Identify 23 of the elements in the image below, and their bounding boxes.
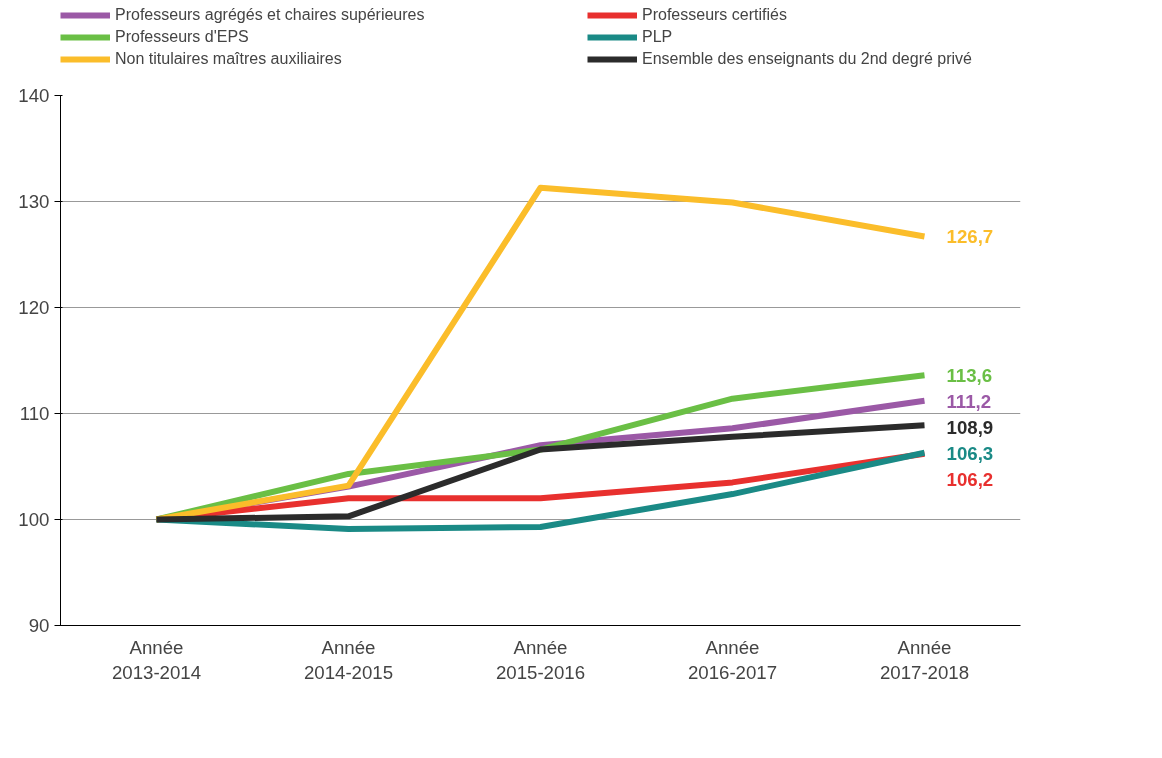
legend-label: Non titulaires maîtres auxiliaires: [115, 50, 343, 68]
y-tick-label: 90: [28, 615, 50, 636]
data-label: 108,9: [946, 416, 994, 438]
data-label: 106,2: [946, 468, 994, 490]
legend-label: Professeurs agrégés et chaires supérieures: [115, 6, 426, 24]
x-tick-label: Année 2015-2016: [495, 636, 586, 683]
data-label: 126,7: [946, 225, 994, 247]
data-label: 113,6: [946, 364, 993, 386]
y-tick-label: 130: [18, 191, 50, 212]
x-tick-label: Année 2013-2014: [111, 636, 202, 683]
legend-label: Professeurs certifiés: [642, 6, 788, 24]
y-tick-label: 140: [18, 85, 50, 106]
data-label: 106,3: [946, 442, 994, 464]
x-tick-label: Année 2016-2017: [687, 636, 778, 683]
x-tick-label: Année 2017-2018: [879, 636, 970, 683]
legend-label: Professeurs d'EPS: [115, 28, 250, 46]
y-tick-label: 120: [18, 297, 50, 318]
legend-label: Ensemble des enseignants du 2nd degré privé: [642, 50, 973, 68]
y-tick-label: 110: [19, 403, 50, 424]
x-tick-label: Année 2014-2015: [303, 636, 394, 683]
data-label: 111,2: [946, 390, 992, 412]
y-tick-label: 100: [18, 509, 50, 530]
legend-label: PLP: [642, 28, 674, 46]
